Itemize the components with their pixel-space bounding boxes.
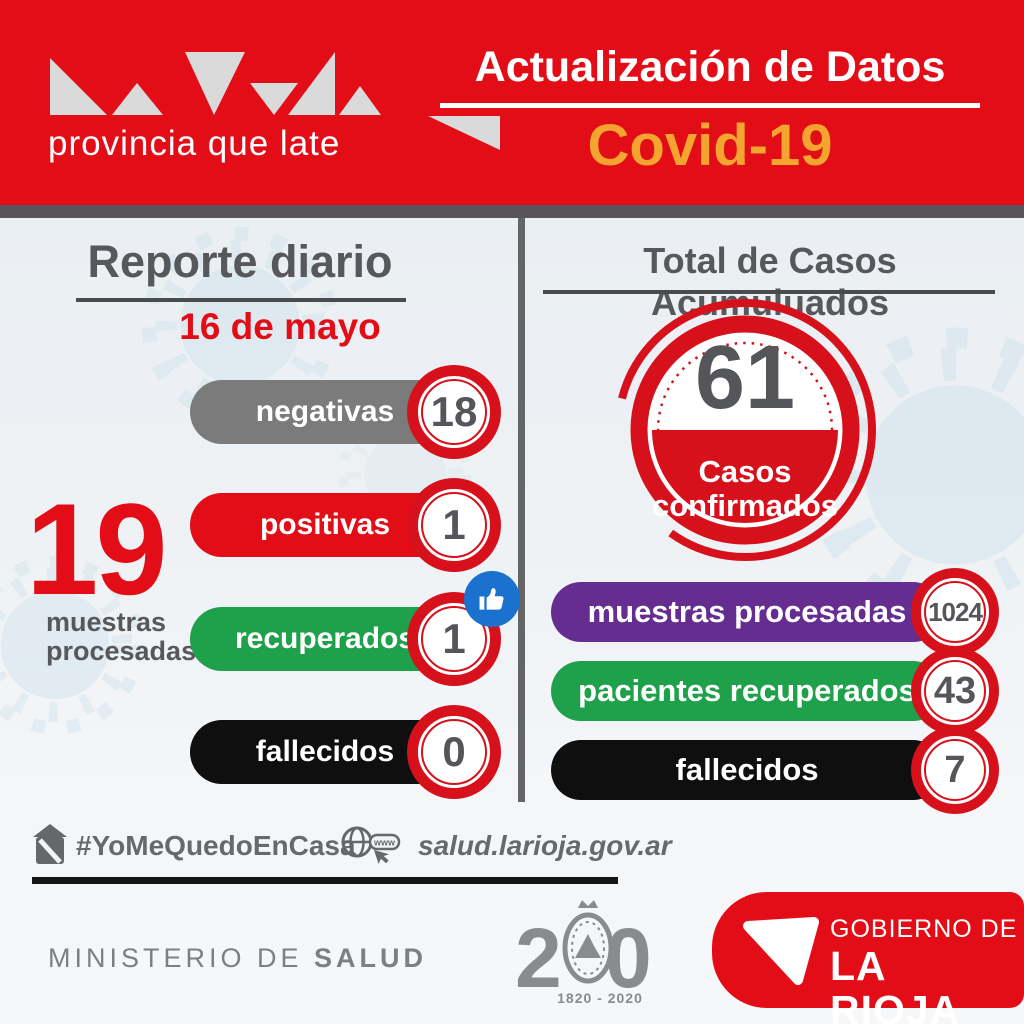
pill-label: pacientes recuperados — [578, 673, 916, 708]
stat-row-muestras-procesadas: muestras procesadas 1024 — [551, 568, 1011, 656]
outer-arc — [614, 299, 876, 561]
badge-inner-ring: 1 — [421, 606, 487, 672]
stat-row-negativas: negativas 18 — [190, 365, 510, 459]
totals-title-underline — [543, 290, 995, 294]
header-underline — [440, 103, 980, 108]
value-badge: 18 — [407, 365, 501, 459]
badge-number: 0 — [442, 728, 466, 775]
la-rioja-triangles-icon — [50, 52, 500, 150]
pill-label: muestras procesadas — [587, 594, 907, 629]
stat-row-fallecidos-total: fallecidos 7 — [551, 726, 1011, 814]
badge-inner-ring: 18 — [421, 379, 487, 445]
samples-count: 19 — [26, 476, 168, 622]
badge-number: 1024 — [928, 596, 983, 627]
bicentennial-emblem-icon — [562, 900, 614, 984]
value-badge: 7 — [911, 726, 999, 814]
totals-title: Total de Casos Acumuluados — [643, 240, 897, 323]
confirmed-cases-circle: 61 Casos confirmados — [614, 299, 876, 561]
badge-inner-ring: 43 — [924, 660, 986, 722]
header-separator-strip — [0, 205, 1024, 218]
gobierno-line2: LA RIOJA — [830, 943, 961, 1024]
header-title-block: Actualización de Datos Covid-19 — [420, 44, 1000, 175]
confirmed-count: 61 — [695, 328, 795, 428]
stat-row-pacientes-recuperados: pacientes recuperados 43 — [551, 647, 1011, 735]
badge-inner-ring: 1 — [421, 492, 487, 558]
badge-number: 18 — [430, 388, 478, 435]
value-badge: 43 — [911, 647, 999, 735]
samples-count-label: muestras procesadas — [46, 608, 196, 666]
stat-row-recuperados: recuperados 1 — [190, 592, 510, 686]
bicentennial-logo: 2 0 1820 - 2020 — [515, 896, 685, 1012]
bicentennial-digit-0: 0 — [605, 911, 652, 1005]
stat-row-fallecidos: fallecidos 0 — [190, 705, 510, 799]
pill-pacientes-recuperados: pacientes recuperados — [551, 661, 943, 721]
report-title: Reporte diario — [87, 236, 393, 287]
house-icon — [33, 824, 67, 864]
panel-divider — [518, 218, 525, 802]
pill-muestras-procesadas: muestras procesadas — [551, 582, 943, 642]
logo-tagline: provincia que late — [48, 124, 341, 163]
header-subtitle-covid19: Covid-19 — [587, 113, 833, 178]
value-badge: 1 — [407, 478, 501, 572]
stat-row-positivas: positivas 1 — [190, 478, 510, 572]
report-title-underline — [76, 298, 406, 302]
value-badge: 1024 — [911, 568, 999, 656]
value-badge: 1 — [407, 592, 501, 686]
stay-home-hashtag: #YoMeQuedoEnCasa — [76, 830, 356, 861]
pill-label: negativas — [255, 395, 395, 428]
report-date: 16 de mayo — [179, 306, 381, 347]
badge-inner-ring: 1024 — [924, 581, 986, 643]
pill-label: recuperados — [234, 622, 416, 655]
globe-www-icon: www — [341, 826, 401, 864]
bicentennial-digit-2: 2 — [515, 911, 562, 1005]
samples-label-line1: muestras — [46, 607, 167, 637]
confirmed-label-line2: confirmados — [652, 488, 838, 523]
pill-label: positivas — [259, 508, 391, 541]
samples-label-line2: procesadas — [46, 636, 197, 666]
value-badge: 0 — [407, 705, 501, 799]
pill-label: fallecidos — [255, 735, 395, 768]
thumbs-up-icon — [464, 571, 520, 627]
header-title: Actualización de Datos — [474, 43, 946, 91]
header-banner: provincia que late Actualización de Dato… — [0, 0, 1024, 205]
website-url: salud.larioja.gov.ar — [418, 830, 672, 861]
ministry-label: MINISTERIO DE SALUD — [48, 943, 427, 974]
dotted-ring — [656, 341, 834, 519]
cursor-icon — [374, 850, 389, 864]
www-label: www — [373, 838, 396, 848]
ministry-prefix: MINISTERIO DE — [48, 943, 315, 973]
gobierno-mark-icon — [743, 917, 819, 985]
badge-number: 43 — [933, 669, 977, 712]
badge-inner-ring: 7 — [924, 739, 986, 801]
red-bowl — [652, 430, 838, 523]
badge-number: 7 — [944, 748, 966, 791]
footer-rule — [32, 877, 618, 884]
ministry-emphasis: SALUD — [314, 943, 428, 973]
badge-number: 1 — [442, 501, 466, 548]
pill-fallecidos-total: fallecidos — [551, 740, 943, 800]
pill-label: fallecidos — [675, 752, 819, 787]
gobierno-line1: GOBIERNO DE — [830, 915, 1018, 943]
confirmed-label-line1: Casos — [698, 454, 791, 489]
badge-number: 1 — [442, 615, 466, 662]
gobierno-badge: GOBIERNO DE LA RIOJA — [712, 892, 1024, 1024]
bicentennial-years: 1820 - 2020 — [557, 990, 643, 1006]
badge-inner-ring: 0 — [421, 719, 487, 785]
gobierno-text: GOBIERNO DE LA RIOJA — [830, 914, 1024, 1024]
